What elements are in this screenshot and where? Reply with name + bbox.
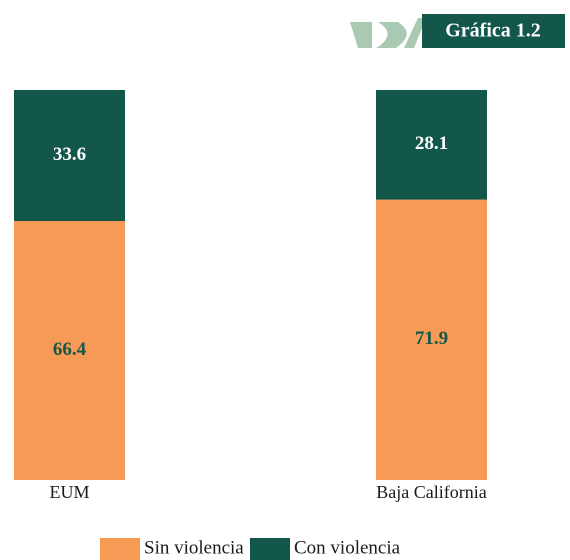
- legend-swatch: [100, 538, 140, 560]
- legend-label: Sin violencia: [144, 537, 244, 558]
- legend-swatch: [250, 538, 290, 560]
- badge: [422, 14, 565, 48]
- x-tick-label: Baja California: [376, 482, 486, 502]
- legend-label: Con violencia: [294, 537, 401, 558]
- bar-segment: [376, 199, 487, 480]
- badge-decoration: [350, 18, 426, 48]
- value-label: 28.1: [415, 133, 448, 154]
- chart-title: Gráfica 1.2: [445, 20, 541, 42]
- bar-segment: [14, 90, 125, 222]
- bar-segment: [376, 90, 487, 200]
- value-label: 71.9: [415, 328, 448, 349]
- bar-segment: [14, 221, 125, 481]
- value-label: 66.4: [53, 339, 87, 360]
- x-tick-label: EUM: [50, 482, 90, 502]
- value-label: 33.6: [53, 144, 86, 165]
